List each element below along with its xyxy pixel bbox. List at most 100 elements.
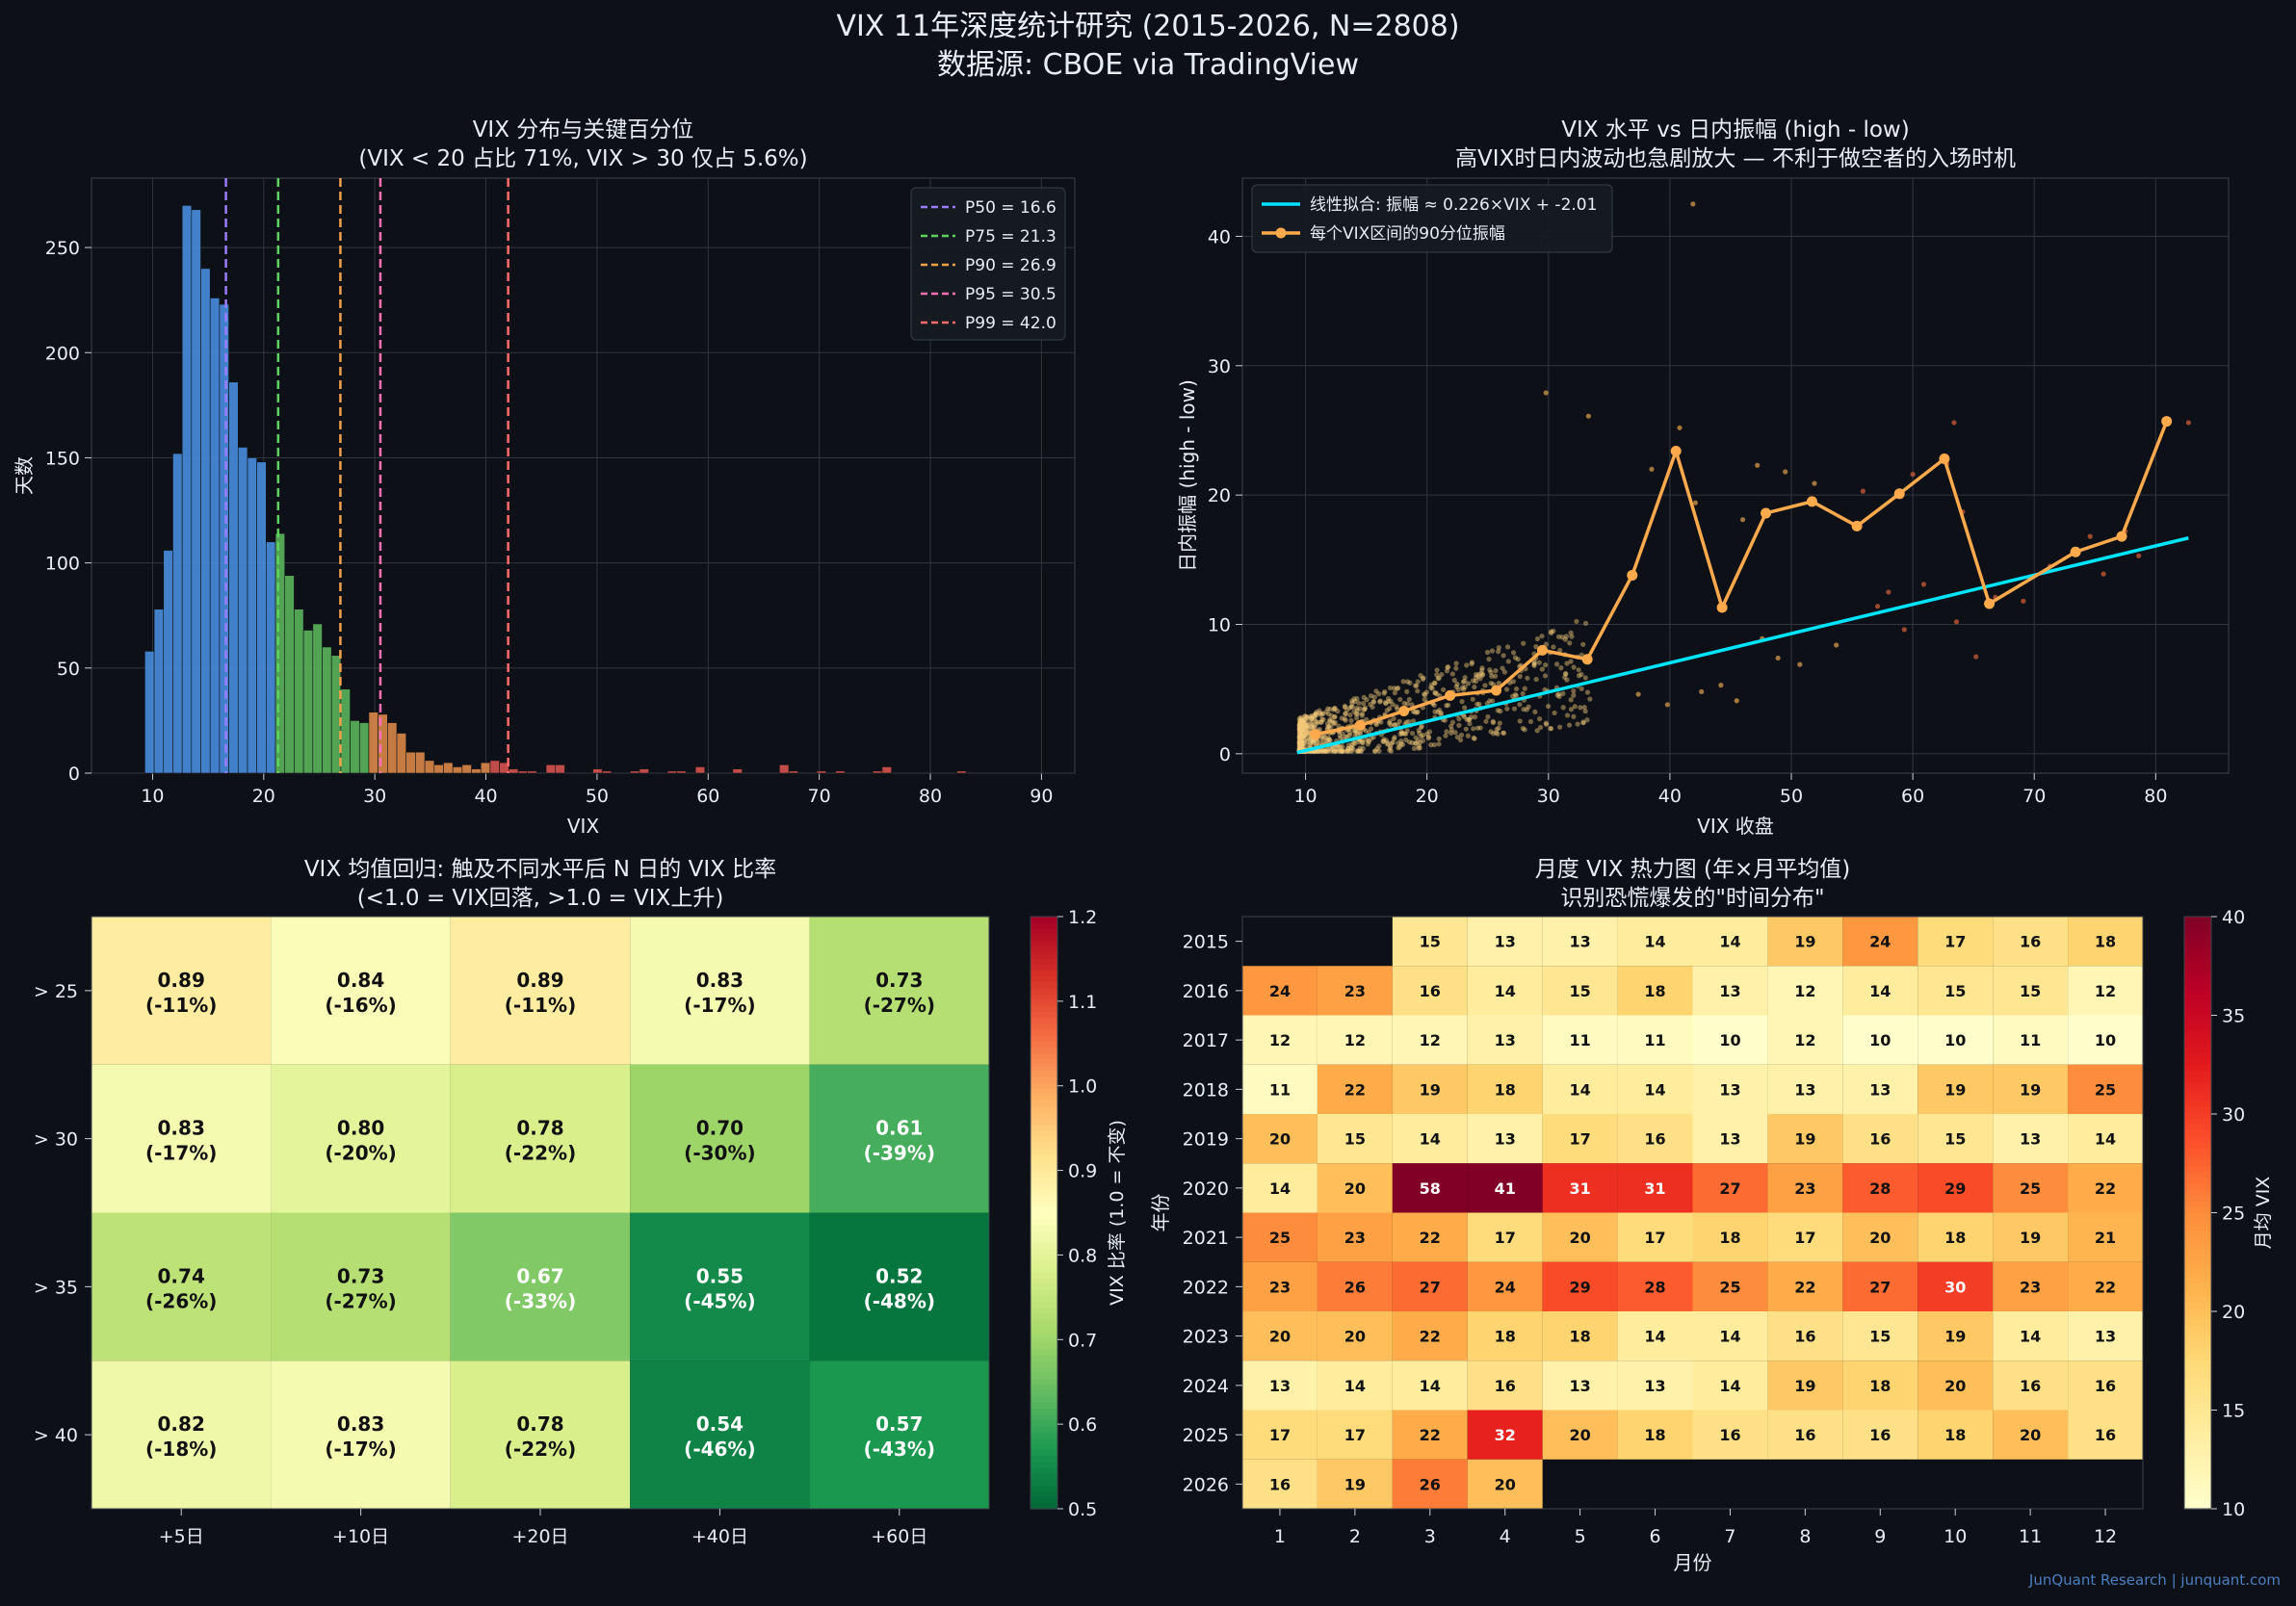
scatter-point <box>1531 661 1537 667</box>
scatter-point <box>1517 718 1523 724</box>
scatter-point <box>1381 738 1387 744</box>
scatter-point <box>1349 704 1355 710</box>
cell-value: 11 <box>1569 1031 1590 1049</box>
scatter-point <box>1331 721 1337 727</box>
x-tick-label: +60日 <box>871 1526 927 1547</box>
cell-value: 13 <box>2095 1328 2116 1346</box>
y-tick-label: 150 <box>45 448 80 469</box>
scatter-point <box>1352 728 1358 734</box>
x-tick-label: 10 <box>1293 786 1317 807</box>
scatter-point <box>1353 715 1360 721</box>
x-tick-label: 50 <box>1780 786 1803 807</box>
colorbar-segment <box>2184 1355 2211 1361</box>
histogram-bar <box>415 751 426 774</box>
scatter-point <box>1299 734 1305 740</box>
cell-value: 22 <box>2095 1278 2116 1296</box>
scatter-point <box>1403 737 1409 743</box>
scatter-point <box>1349 748 1355 754</box>
colorbar-segment <box>2184 1058 2211 1066</box>
scatter-point <box>1301 733 1308 738</box>
p90-point <box>2070 546 2081 557</box>
scatter-point <box>1489 648 1496 654</box>
scatter-point <box>1344 734 1350 740</box>
colorbar-segment <box>1031 1408 1057 1415</box>
heatmap-cell <box>2068 966 2143 1016</box>
scatter-point <box>1316 748 1322 754</box>
colorbar-segment <box>1031 1094 1057 1101</box>
colorbar-segment <box>2184 1118 2211 1125</box>
cell-value: 19 <box>1344 1475 1366 1493</box>
x-tick-label: 20 <box>252 786 275 807</box>
scatter-point <box>1420 733 1426 738</box>
scatter-point <box>1317 708 1322 713</box>
histogram-bar <box>779 764 790 774</box>
scatter-point <box>1337 744 1343 750</box>
p90-point <box>1536 644 1548 656</box>
colorbar-segment <box>1031 1111 1057 1119</box>
scatter-point <box>1297 720 1303 726</box>
colorbar-segment <box>1031 1028 1057 1036</box>
scatter-point <box>1556 691 1562 697</box>
scatter-point <box>1500 665 1505 671</box>
cell-value: 15 <box>2020 982 2041 1000</box>
scatter-point <box>1512 691 1519 698</box>
scatter-point <box>1297 725 1303 731</box>
scatter-point <box>1321 734 1327 740</box>
colorbar-segment <box>2184 958 2211 965</box>
scatter-point <box>1339 748 1345 754</box>
heatmap-cell <box>1317 1212 1393 1262</box>
cell-value: 14 <box>1420 1377 1441 1395</box>
scatter-point <box>1387 747 1393 753</box>
scatter-point <box>1473 678 1479 685</box>
scatter-point <box>1386 720 1393 726</box>
scatter-point <box>1548 725 1553 732</box>
scatter-point <box>1415 679 1421 685</box>
histogram-bar <box>639 768 649 774</box>
figure-title: VIX 11年深度统计研究 (2015-2026, N=2808) <box>836 10 1460 43</box>
scatter-point <box>1401 700 1407 707</box>
heatmap-cell <box>1242 1311 1318 1361</box>
x-tick-label: 5 <box>1575 1526 1586 1547</box>
scatter-point <box>1299 718 1305 725</box>
scatter-point <box>1467 716 1473 723</box>
scatter-point <box>1302 716 1308 722</box>
heatmap-cell <box>1993 1163 2069 1213</box>
colorbar-tick-label: 30 <box>2222 1104 2245 1126</box>
colorbar-label: 月均 VIX <box>2253 1177 2274 1250</box>
cell-value: 0.57 <box>875 1412 923 1436</box>
scatter-point <box>1297 724 1304 730</box>
chart-subtitle: 识别恐慌爆发的"时间分布" <box>1560 886 1824 911</box>
heatmap-cell <box>1767 1163 1843 1213</box>
heatmap-cell <box>1617 1064 1693 1114</box>
scatter-point <box>1361 701 1367 707</box>
scatter-point <box>1453 661 1459 666</box>
histogram-bar <box>835 770 846 774</box>
scatter-point <box>1387 706 1393 712</box>
colorbar-segment <box>2184 1325 2211 1333</box>
colorbar-segment <box>2184 1372 2211 1380</box>
scatter-point <box>1332 714 1338 720</box>
colorbar-segment <box>2184 1289 2211 1297</box>
scatter-point <box>1296 734 1302 740</box>
scatter-point <box>1363 728 1369 734</box>
scatter-point <box>1677 425 1683 430</box>
scatter-chart: 10 20 30 40 50 60 70 80 0 10 20 30 40 线性拟合: 振幅 ≈ 0.22… <box>1176 117 2230 838</box>
scatter-point <box>1382 688 1388 695</box>
colorbar-segment <box>2184 1088 2211 1096</box>
scatter-point <box>1475 674 1481 680</box>
scatter-point <box>1454 681 1460 687</box>
heatmap-cell <box>271 917 451 1065</box>
colorbar-segment <box>2184 970 2211 977</box>
cell-value: 15 <box>1944 982 1966 1000</box>
cell-value: 22 <box>1344 1080 1366 1099</box>
scatter-point <box>1330 719 1336 726</box>
scatter-point <box>1560 705 1566 711</box>
histogram-bar <box>471 768 482 774</box>
scatter-point <box>1470 696 1475 702</box>
cell-value: 17 <box>1344 1426 1366 1444</box>
scatter-point <box>1314 712 1319 718</box>
heatmap-cell <box>2068 1015 2143 1065</box>
heatmap-cell <box>1392 1459 1468 1509</box>
cell-value: 10 <box>2095 1031 2116 1049</box>
